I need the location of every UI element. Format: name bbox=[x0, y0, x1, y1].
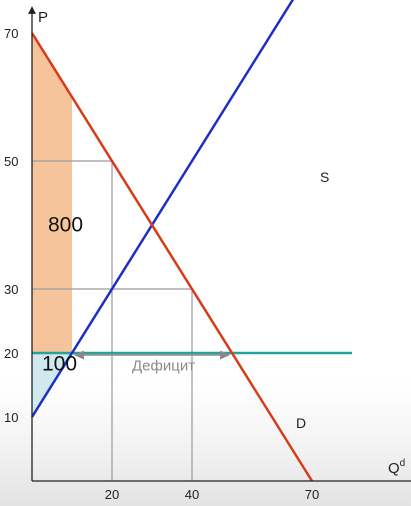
y-tick-label: 70 bbox=[4, 26, 18, 41]
area-upper-label: 800 bbox=[48, 213, 83, 236]
x-axis-label-sup: d bbox=[400, 458, 406, 469]
supply-line bbox=[30, 0, 295, 418]
x-tick-label: 40 bbox=[185, 487, 199, 502]
x-tick-label: 70 bbox=[305, 487, 319, 502]
y-tick-label: 30 bbox=[4, 282, 18, 297]
y-tick-label: 50 bbox=[4, 154, 18, 169]
y-tick-label: 20 bbox=[4, 346, 18, 361]
area-upper bbox=[32, 33, 72, 353]
y-tick-label: 10 bbox=[4, 410, 18, 425]
deficit-label: Дефицит bbox=[132, 357, 195, 374]
x-axis-label-main: Q bbox=[388, 460, 400, 477]
x-tick-labels: 20 40 70 bbox=[105, 487, 319, 502]
supply-curve-label: S bbox=[320, 169, 329, 185]
demand-curve-label: D bbox=[296, 415, 306, 431]
y-axis-label: P bbox=[38, 9, 48, 26]
bottom-shade bbox=[0, 380, 411, 506]
x-axis-label: Qd bbox=[388, 458, 405, 477]
area-lower-label: 100 bbox=[42, 352, 77, 375]
y-tick-labels: 10 20 30 50 70 bbox=[4, 26, 18, 425]
demand-line bbox=[30, 32, 314, 482]
x-tick-label: 20 bbox=[105, 487, 119, 502]
